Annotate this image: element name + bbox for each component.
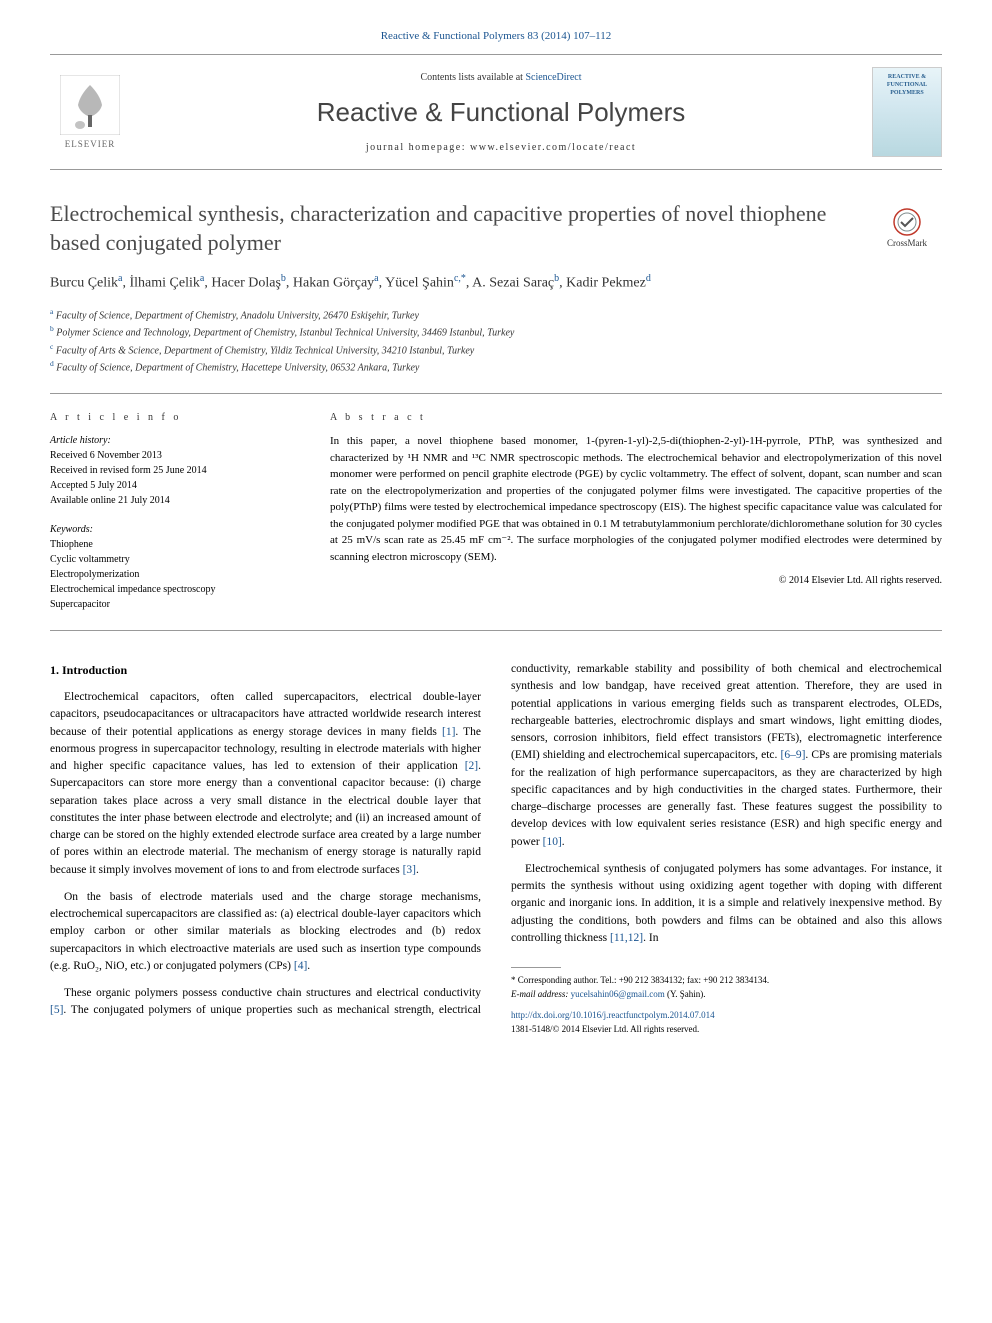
corresponding-email[interactable]: yucelsahin06@gmail.com bbox=[571, 989, 665, 999]
keyword-item: Thiophene bbox=[50, 537, 300, 552]
crossmark-badge[interactable]: CrossMark bbox=[872, 208, 942, 248]
author-affil-sup: c,* bbox=[454, 273, 466, 284]
header-center: Contents lists available at ScienceDirec… bbox=[130, 72, 872, 153]
cover-text-1: REACTIVE & bbox=[888, 74, 926, 82]
citation-link[interactable]: [6–9] bbox=[780, 749, 805, 761]
journal-cover: REACTIVE & FUNCTIONAL POLYMERS bbox=[872, 67, 942, 157]
keywords-block: Keywords: ThiopheneCyclic voltammetryEle… bbox=[50, 522, 300, 612]
body-paragraph: Electrochemical synthesis of conjugated … bbox=[511, 861, 942, 947]
keyword-item: Electropolymerization bbox=[50, 567, 300, 582]
citation-link[interactable]: [5] bbox=[50, 1004, 63, 1016]
citation-link[interactable]: [1] bbox=[442, 726, 455, 738]
citation-link[interactable]: [2] bbox=[465, 760, 478, 772]
history-item: Available online 21 July 2014 bbox=[50, 493, 300, 508]
author-affil-sup: a bbox=[374, 273, 378, 284]
article-title: Electrochemical synthesis, characterizat… bbox=[50, 200, 942, 257]
contents-prefix: Contents lists available at bbox=[420, 72, 525, 83]
citation-link[interactable]: [10] bbox=[543, 836, 562, 848]
history-item: Accepted 5 July 2014 bbox=[50, 478, 300, 493]
footer-separator bbox=[511, 967, 561, 968]
author-name: Hakan Görçay bbox=[293, 276, 374, 291]
affiliations: a Faculty of Science, Department of Chem… bbox=[50, 306, 942, 375]
email-author: (Y. Şahin). bbox=[665, 989, 706, 999]
keywords-label: Keywords: bbox=[50, 522, 300, 537]
author-name: Burcu Çelik bbox=[50, 276, 118, 291]
keyword-item: Cyclic voltammetry bbox=[50, 552, 300, 567]
issn-copyright: 1381-5148/© 2014 Elsevier Ltd. All right… bbox=[511, 1023, 942, 1037]
affiliation-line: d Faculty of Science, Department of Chem… bbox=[50, 358, 942, 375]
abstract-copyright: © 2014 Elsevier Ltd. All rights reserved… bbox=[330, 575, 942, 586]
intro-heading: 1. Introduction bbox=[50, 661, 481, 679]
affiliation-line: a Faculty of Science, Department of Chem… bbox=[50, 306, 942, 323]
keyword-item: Supercapacitor bbox=[50, 597, 300, 612]
authors: Burcu Çelika, İlhami Çelika, Hacer Dolaş… bbox=[50, 273, 942, 292]
abstract-text: In this paper, a novel thiophene based m… bbox=[330, 433, 942, 565]
homepage-line: journal homepage: www.elsevier.com/locat… bbox=[130, 142, 872, 153]
body-paragraph: On the basis of electrode materials used… bbox=[50, 889, 481, 975]
corresponding-author-footer: * Corresponding author. Tel.: +90 212 38… bbox=[511, 967, 942, 1036]
body-paragraph: Electrochemical capacitors, often called… bbox=[50, 689, 481, 879]
history-item: Received 6 November 2013 bbox=[50, 448, 300, 463]
author-name: A. Sezai Saraç bbox=[472, 276, 554, 291]
author-affil-sup: a bbox=[200, 273, 204, 284]
article-info-column: A R T I C L E I N F O Article history: R… bbox=[50, 412, 300, 612]
abstract-header: A B S T R A C T bbox=[330, 412, 942, 423]
homepage-url[interactable]: www.elsevier.com/locate/react bbox=[470, 142, 636, 153]
journal-name: Reactive & Functional Polymers bbox=[130, 97, 872, 128]
author-name: Yücel Şahin bbox=[385, 276, 454, 291]
article-history: Article history: Received 6 November 201… bbox=[50, 433, 300, 508]
citation-link[interactable]: [11,12] bbox=[610, 932, 643, 944]
article-body: 1. Introduction Electrochemical capacito… bbox=[50, 661, 942, 1036]
info-header: A R T I C L E I N F O bbox=[50, 412, 300, 423]
keyword-item: Electrochemical impedance spectroscopy bbox=[50, 582, 300, 597]
author-affil-sup: d bbox=[646, 273, 651, 284]
author-affil-sup: a bbox=[118, 273, 122, 284]
author-affil-sup: b bbox=[554, 273, 559, 284]
cover-text-3: POLYMERS bbox=[890, 90, 923, 98]
author-name: Hacer Dolaş bbox=[211, 276, 281, 291]
citation-link[interactable]: [4] bbox=[294, 960, 307, 972]
history-item: Received in revised form 25 June 2014 bbox=[50, 463, 300, 478]
author-name: İlhami Çelik bbox=[130, 276, 200, 291]
doi-link[interactable]: http://dx.doi.org/10.1016/j.reactfunctpo… bbox=[511, 1010, 715, 1020]
corresponding-email-line: E-mail address: yucelsahin06@gmail.com (… bbox=[511, 988, 942, 1002]
author-affil-sup: b bbox=[281, 273, 286, 284]
author-name: Kadir Pekmez bbox=[566, 276, 646, 291]
elsevier-logo: ELSEVIER bbox=[50, 67, 130, 157]
citation-link[interactable]: [3] bbox=[403, 864, 416, 876]
crossmark-label: CrossMark bbox=[872, 238, 942, 248]
history-label: Article history: bbox=[50, 433, 300, 448]
sciencedirect-link[interactable]: ScienceDirect bbox=[525, 72, 581, 83]
affiliation-line: c Faculty of Arts & Science, Department … bbox=[50, 341, 942, 358]
corresponding-author: * Corresponding author. Tel.: +90 212 38… bbox=[511, 974, 942, 988]
journal-reference: Reactive & Functional Polymers 83 (2014)… bbox=[50, 30, 942, 42]
journal-header: ELSEVIER Contents lists available at Sci… bbox=[50, 54, 942, 170]
homepage-prefix: journal homepage: bbox=[366, 142, 470, 153]
elsevier-label: ELSEVIER bbox=[65, 139, 116, 149]
cover-text-2: FUNCTIONAL bbox=[887, 82, 927, 90]
contents-line: Contents lists available at ScienceDirec… bbox=[130, 72, 872, 83]
email-label: E-mail address: bbox=[511, 989, 571, 999]
crossmark-icon bbox=[893, 208, 921, 236]
affiliation-line: b Polymer Science and Technology, Depart… bbox=[50, 323, 942, 340]
elsevier-tree-icon bbox=[60, 75, 120, 135]
abstract-column: A B S T R A C T In this paper, a novel t… bbox=[330, 412, 942, 612]
info-abstract-grid: A R T I C L E I N F O Article history: R… bbox=[50, 393, 942, 631]
